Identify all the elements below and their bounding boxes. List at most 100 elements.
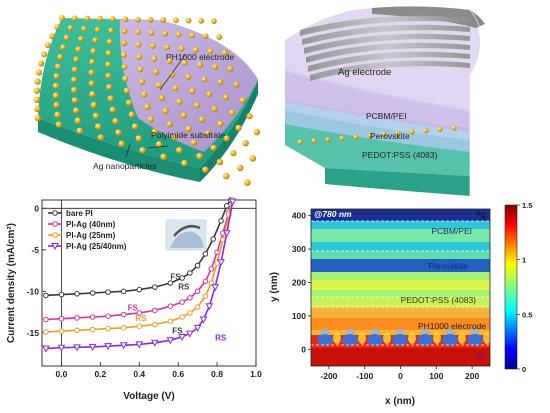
hm-x-tick-label: 0 <box>398 371 403 381</box>
ag-nanoparticle <box>202 33 209 39</box>
ag-electrode-strip <box>304 33 470 54</box>
ag-nanoparticle <box>162 107 169 115</box>
hm-particle-shadow <box>367 334 383 346</box>
jv-annotation: FS <box>172 327 183 336</box>
hm-layer-pi: PI <box>476 351 484 361</box>
ag-nanoparticle <box>166 57 173 64</box>
ag-nanoparticle <box>122 75 129 82</box>
ag-nanoparticle <box>78 36 84 42</box>
hm-region-perovskite-top <box>311 251 490 259</box>
jv-point <box>105 325 111 332</box>
hm-particle-halo <box>344 328 356 334</box>
jv-point <box>88 343 97 351</box>
hm-band-perovskite-dark <box>311 259 490 272</box>
jv-point <box>193 324 202 332</box>
ag-nanoparticle <box>135 16 141 23</box>
ag-nanoparticle <box>63 34 70 41</box>
colorbar-ticks: 1.5 1 0.5 0 <box>517 201 532 374</box>
jv-y-tick-label: 0 <box>34 203 39 213</box>
jv-point <box>178 333 186 341</box>
ag-nanoparticle <box>73 107 80 114</box>
jv-point <box>228 198 237 206</box>
colorbar-tick-label: 0 <box>522 365 526 374</box>
ag-nanoparticle <box>409 129 415 135</box>
ag-nanoparticle <box>53 101 60 109</box>
ag-nanoparticle <box>189 32 196 39</box>
ag-nanoparticle <box>139 147 146 154</box>
jv-annotation: FS <box>170 273 181 282</box>
jv-x-tick-label: 0.2 <box>94 369 106 379</box>
ag-nanoparticle <box>106 38 113 45</box>
ag-nanoparticle <box>162 30 169 37</box>
jv-point <box>217 259 225 267</box>
hm-particle-hotspot <box>358 332 366 344</box>
jv-point <box>179 275 185 281</box>
ag-nanoparticle <box>185 125 192 133</box>
substrate-front <box>200 80 258 182</box>
colorbar-tick-label: 1.5 <box>522 201 532 210</box>
ag-nanoparticle <box>131 123 139 130</box>
ag-nanoparticle <box>92 37 99 44</box>
jv-x-tick-label: 0.8 <box>211 369 223 379</box>
jv-point <box>136 286 143 293</box>
jv-annotation: RS <box>215 333 227 342</box>
jv-x-tick-label: 0.0 <box>56 369 68 379</box>
hm-particle-halo <box>369 328 381 334</box>
hm-particle-halo <box>419 328 431 334</box>
colorbar <box>504 204 518 370</box>
jv-point <box>74 327 80 334</box>
jv-legend-label: bare PI <box>66 209 93 218</box>
ag-nanoparticle <box>107 95 114 102</box>
ag-nanoparticle <box>135 41 142 48</box>
hm-ylabel: y (nm) <box>269 272 280 302</box>
ag-nanoparticle <box>52 82 60 90</box>
ag-nanoparticle <box>204 130 211 137</box>
jv-point <box>202 251 209 257</box>
jv-x-tick-label: 1.0 <box>250 369 262 379</box>
ag-nanoparticle <box>112 117 119 125</box>
jv-point <box>74 315 80 321</box>
jv-y-tick-label: -15 <box>27 328 40 338</box>
ag-nanoparticle <box>34 78 41 85</box>
jv-chart: 0.0 0.2 0.4 0.6 0.8 1.00-5-10-15 FSRSFSRSFSRS… <box>6 197 262 402</box>
ag-nanoparticle <box>158 94 165 102</box>
ag-nanoparticle <box>192 47 199 53</box>
ag-nanoparticle <box>71 97 79 104</box>
colorbar-tick-label: 0.5 <box>522 310 532 319</box>
leader-line-substrate <box>147 145 169 149</box>
ag-nanoparticle <box>89 58 96 65</box>
ag-nanoparticle <box>59 15 65 21</box>
ag-nanoparticle <box>54 24 60 30</box>
ag-nanoparticle <box>222 94 230 101</box>
ag-nanoparticle <box>121 63 128 70</box>
ag-nanoparticle <box>246 113 253 120</box>
ag-nanoparticle <box>230 149 237 157</box>
ag-nanoparticle <box>123 87 130 94</box>
ag-nanoparticle <box>49 33 56 40</box>
ag-nanoparticle <box>155 141 163 148</box>
hm-particle-halo <box>394 328 406 334</box>
jv-series-line <box>45 201 234 350</box>
ag-nanoparticle <box>135 135 143 142</box>
ag-nanoparticle <box>176 98 183 105</box>
ag-nanoparticle <box>181 159 188 167</box>
label-perovskite: Perovskite <box>370 131 410 141</box>
heatmap-image <box>311 209 490 366</box>
hm-layer-ag: Ag <box>476 209 487 219</box>
device-photo-film <box>173 225 201 237</box>
jv-point <box>104 343 112 351</box>
ag-nanoparticle <box>120 52 127 58</box>
jv-y-tick-label: -5 <box>31 245 39 255</box>
hm-y-tick-label: 0 <box>301 344 306 354</box>
leader-line-particles <box>125 143 131 158</box>
ag-nanoparticle <box>97 134 105 141</box>
hm-particle-hotspot <box>383 332 391 344</box>
jv-point <box>73 344 81 352</box>
hm-y-tick-label: 100 <box>292 311 306 321</box>
ag-nanoparticle <box>147 116 154 123</box>
jv-point <box>187 310 193 316</box>
ag-nanoparticle <box>138 78 146 85</box>
ag-nanoparticle <box>193 102 201 109</box>
